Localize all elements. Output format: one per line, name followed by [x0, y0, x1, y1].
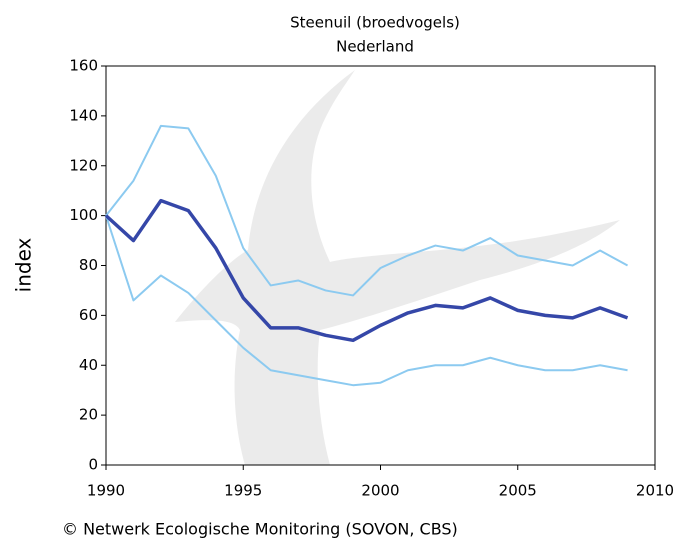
y-tick-label: 100 — [69, 206, 98, 224]
y-tick-label: 140 — [69, 106, 98, 124]
y-tick-label: 0 — [88, 456, 98, 474]
y-axis-label: index — [12, 237, 36, 292]
chart-title: Steenuil (broedvogels) — [290, 14, 460, 32]
x-tick-label: 2000 — [361, 482, 399, 500]
y-tick-label: 60 — [79, 306, 98, 324]
chart: Steenuil (broedvogels) Nederland index ©… — [0, 0, 681, 543]
watermark — [175, 70, 620, 465]
y-tick-label: 120 — [69, 156, 98, 174]
y-tick-label: 80 — [79, 256, 98, 274]
y-tick-label: 20 — [79, 406, 98, 424]
x-tick-label: 1990 — [87, 482, 125, 500]
x-tick-label: 2010 — [636, 482, 674, 500]
x-tick-label: 1995 — [224, 482, 262, 500]
footer: © Netwerk Ecologische Monitoring (SOVON,… — [62, 520, 458, 539]
y-tick-label: 40 — [79, 356, 98, 374]
y-tick-label: 160 — [69, 57, 98, 75]
x-tick-label: 2005 — [499, 482, 537, 500]
chart-subtitle: Nederland — [336, 38, 414, 56]
